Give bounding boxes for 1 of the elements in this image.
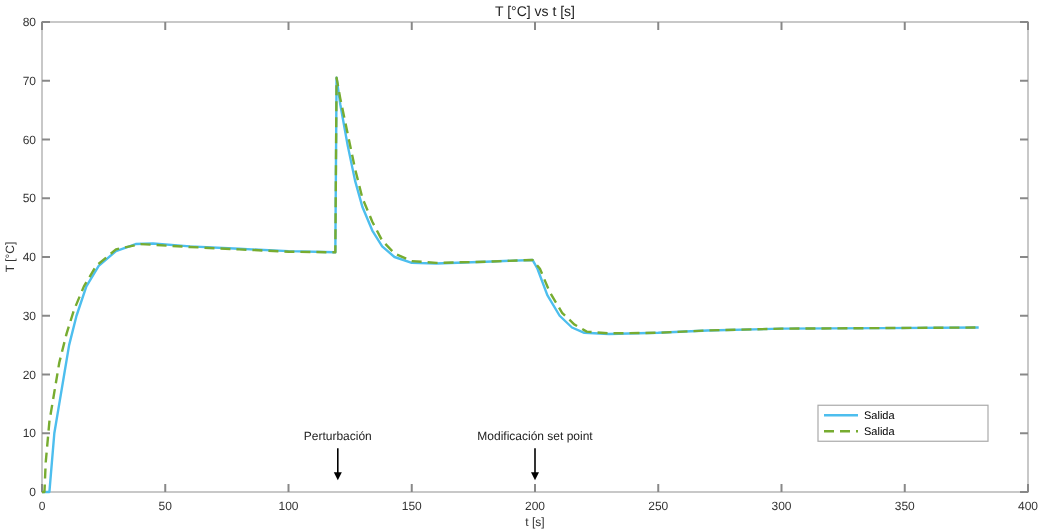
line-series <box>40 76 980 494</box>
